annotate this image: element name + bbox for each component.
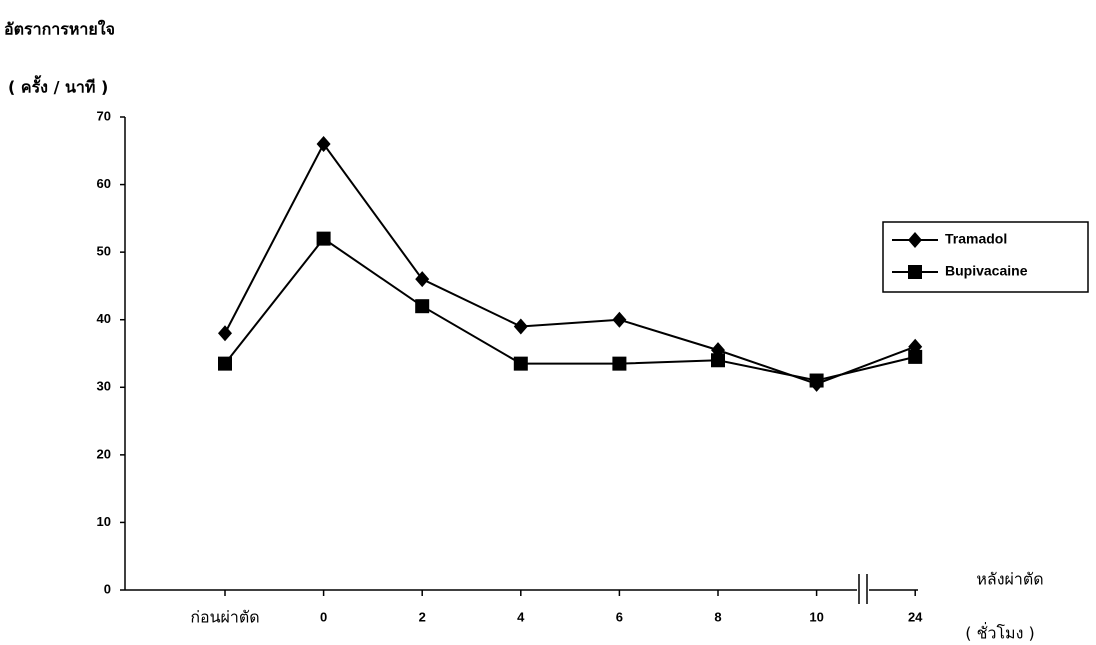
data-point (711, 353, 725, 368)
legend-marker (908, 232, 922, 248)
x-tick-label: 24 (908, 609, 923, 624)
data-point (415, 271, 430, 288)
y-tick-label: 20 (97, 446, 111, 461)
y-tick-label: 50 (97, 244, 111, 259)
data-point (612, 356, 627, 371)
y-tick-label: 30 (97, 379, 111, 394)
data-point (316, 231, 331, 246)
x-tick-label: 4 (517, 609, 525, 624)
legend-label: Tramadol (945, 231, 1007, 247)
series-line (224, 237, 916, 382)
x-tick-label: 10 (809, 609, 823, 624)
x-tick-label: 2 (419, 609, 426, 624)
legend-marker (908, 265, 922, 279)
data-point (612, 311, 627, 328)
x-axis-unit: ( ชั่วโมง ) (965, 622, 1034, 643)
data-point (513, 356, 528, 371)
y-tick-label: 10 (97, 514, 111, 529)
data-point (218, 356, 232, 371)
data-point (415, 299, 430, 314)
y-tick-label: 40 (97, 311, 111, 326)
legend-box (882, 221, 1089, 293)
x-tick-label: 0 (320, 609, 327, 624)
x-tick-label: 6 (616, 609, 623, 624)
y-axis-label: อัตราการหายใจ (4, 20, 115, 39)
x-axis-label: หลังผ่าตัด (976, 570, 1043, 589)
y-tick-label: 60 (97, 176, 111, 191)
y-axis-unit: ( ครั้ง / นาที ) (8, 75, 108, 97)
y-tick-label: 70 (97, 108, 111, 123)
x-tick-label: 8 (714, 609, 721, 624)
y-tick-label: 0 (104, 581, 111, 596)
x-tick-label: ก่อนผ่าตัด (190, 608, 259, 627)
data-point (316, 136, 331, 153)
legend-label: Bupivacaine (945, 263, 1028, 279)
data-point (908, 349, 923, 364)
data-point (218, 325, 232, 342)
data-point (809, 373, 824, 388)
series-line (224, 142, 916, 385)
data-point (513, 318, 528, 335)
